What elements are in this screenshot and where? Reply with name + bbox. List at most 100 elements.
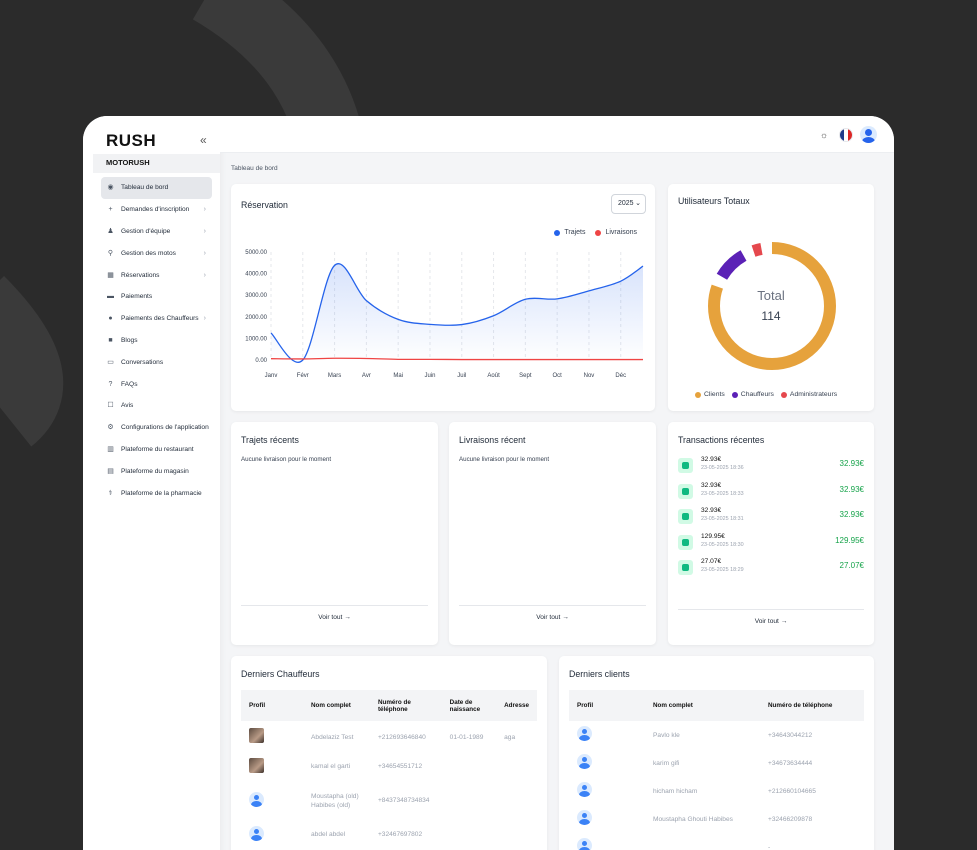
france-flag-icon[interactable] bbox=[839, 128, 853, 142]
wallet-icon bbox=[678, 509, 693, 524]
sun-icon[interactable]: ☼ bbox=[819, 130, 829, 140]
driver-dob bbox=[442, 821, 496, 848]
client-name: Moustapha Ghouti Habibes bbox=[653, 815, 733, 823]
recent-trips-see-all-link[interactable]: Voir tout → bbox=[318, 614, 351, 621]
sidebar-item-blog[interactable]: ■ Blogs bbox=[83, 330, 220, 352]
table-row[interactable]: Pavlo kle +34643044212 bbox=[569, 721, 864, 749]
card-icon: ▬ bbox=[107, 293, 114, 301]
driver-address bbox=[496, 821, 537, 848]
table-row[interactable]: karim gifi +34673634444 bbox=[569, 749, 864, 777]
chevron-right-icon: › bbox=[203, 315, 206, 323]
transaction-item[interactable]: 129.95€ 23-05-2025 18:30 129.95€ bbox=[678, 532, 864, 554]
dashboard-icon: ◉ bbox=[107, 184, 114, 192]
transaction-item[interactable]: 32.93€ 23-05-2025 18:31 32.93€ bbox=[678, 506, 864, 528]
legend-label-livraisons[interactable]: Livraisons bbox=[605, 229, 637, 236]
sidebar-item-calendar[interactable]: ▦ Réservations › bbox=[83, 264, 220, 286]
series-area-trajets bbox=[271, 263, 643, 363]
table-row[interactable]: - bbox=[569, 833, 864, 850]
sidebar-item-motorcycle[interactable]: ⚲ Gestion des motos › bbox=[83, 242, 220, 264]
sidebar-item-dashboard[interactable]: ◉ Tableau de bord bbox=[101, 177, 212, 199]
table-row[interactable]: hicham hicham +212660104665 bbox=[569, 777, 864, 805]
profile-cell bbox=[241, 780, 303, 821]
x-tick-label: Janv bbox=[265, 373, 278, 379]
sidebar-item-card[interactable]: ▬ Paiements bbox=[83, 286, 220, 308]
x-tick-label: Mai bbox=[393, 373, 403, 379]
sidebar-item-label: Plateforme du restaurant bbox=[121, 445, 194, 453]
transactions-card: Transactions récentes 32.93€ 23-05-2025 1… bbox=[668, 422, 874, 645]
profile-cell bbox=[569, 805, 645, 833]
table-row[interactable]: Moustapha Ghouti Habibes +32466209878 bbox=[569, 805, 864, 833]
sidebar-item-label: Gestion des motos bbox=[121, 249, 176, 257]
sidebar-item-faq[interactable]: ? FAQs bbox=[83, 373, 220, 395]
pharmacy-icon: ⚕ bbox=[108, 489, 113, 497]
brand-logo: RUSH bbox=[106, 131, 157, 150]
sidebar-item-coin[interactable]: ● Paiements des Chauffeurs › bbox=[83, 308, 220, 330]
drivers-title: Derniers Chauffeurs bbox=[241, 669, 320, 679]
client-phone: +32466209878 bbox=[768, 815, 813, 823]
table-row[interactable]: Moustapha (old) Habibes (old) +8437348734… bbox=[241, 780, 537, 821]
year-select[interactable]: 2025 ⌄ bbox=[611, 194, 646, 214]
legend-label-trajets[interactable]: Trajets bbox=[564, 229, 586, 236]
table-header-cell: Nom complet bbox=[303, 690, 370, 721]
recent-deliveries-card: Livraisons récent Aucune livraison pour … bbox=[449, 422, 656, 645]
chevron-right-icon: › bbox=[203, 227, 206, 235]
driver-address bbox=[496, 780, 537, 821]
table-row[interactable]: kamal el garti +34654551712 bbox=[241, 753, 537, 780]
table-header-cell: Profil bbox=[241, 690, 303, 721]
recent-deliveries-see-all-link[interactable]: Voir tout → bbox=[536, 614, 569, 621]
sidebar-item-label: Plateforme du magasin bbox=[121, 467, 189, 475]
client-name: karim gifi bbox=[653, 759, 680, 767]
sidebar-item-chat[interactable]: ▭ Conversations bbox=[83, 351, 220, 373]
client-name: hicham hicham bbox=[653, 787, 698, 795]
legend-label-clients[interactable]: Clients bbox=[704, 391, 725, 398]
sidebar-item-label: Demandes d'inscription bbox=[121, 206, 190, 214]
transaction-item[interactable]: 27.07€ 23-05-2025 18:29 27.07€ bbox=[678, 557, 864, 579]
sidebar-item-pharmacy[interactable]: ⚕ Plateforme de la pharmacie bbox=[83, 482, 220, 504]
sidebar-item-team[interactable]: ♟ Gestion d'équipe › bbox=[83, 221, 220, 243]
user-avatar-icon[interactable] bbox=[860, 126, 877, 143]
donut-center-label: Total bbox=[757, 288, 785, 303]
faq-icon: ? bbox=[108, 380, 113, 388]
clients-title: Derniers clients bbox=[569, 669, 630, 679]
transaction-value: 27.07€ bbox=[839, 561, 864, 570]
sidebar-item-user-add[interactable]: + Demandes d'inscription › bbox=[83, 199, 220, 221]
sidebar-item-settings[interactable]: ⚙ Configurations de l'application bbox=[83, 417, 220, 439]
users-donut-chart bbox=[708, 242, 836, 370]
sidebar-item-store[interactable]: ▤ Plateforme du magasin bbox=[83, 460, 220, 482]
recent-trips-empty: Aucune livraison pour le moment bbox=[241, 456, 332, 463]
reservation-title: Réservation bbox=[241, 200, 288, 210]
x-tick-label: Avr bbox=[362, 373, 371, 379]
transaction-item[interactable]: 32.93€ 23-05-2025 18:33 32.93€ bbox=[678, 481, 864, 503]
transaction-value: 32.93€ bbox=[839, 484, 864, 494]
table-header-cell: Numéro de téléphone bbox=[369, 690, 442, 721]
chat-icon: ▭ bbox=[107, 358, 114, 366]
recent-trips-title: Trajets récents bbox=[241, 435, 299, 445]
collapse-sidebar-icon[interactable]: « bbox=[200, 133, 207, 147]
transaction-item[interactable]: 32.93€ 23-05-2025 18:36 32.93€ bbox=[678, 455, 864, 477]
transactions-see-all-link[interactable]: Voir tout → bbox=[754, 618, 788, 625]
transaction-date: 23-05-2025 18:29 bbox=[701, 567, 744, 573]
drivers-card: Derniers Chauffeurs Profil Nom complet Num… bbox=[231, 656, 547, 850]
client-phone: +34673634444 bbox=[768, 759, 813, 767]
driver-address bbox=[496, 753, 537, 780]
motorcycle-icon: ⚲ bbox=[107, 249, 114, 257]
transaction-value: 129.95€ bbox=[835, 535, 864, 545]
legend-label-administrateurs[interactable]: Administrateurs bbox=[789, 391, 838, 398]
driver-photo bbox=[249, 757, 264, 773]
sidebar-item-restaurant[interactable]: ▥ Plateforme du restaurant bbox=[83, 439, 220, 461]
divider bbox=[678, 609, 864, 610]
recent-deliveries-title: Livraisons récent bbox=[459, 435, 526, 445]
avatar-placeholder-icon bbox=[577, 782, 592, 797]
series-line-trajets bbox=[270, 263, 644, 363]
donut-segment-clients[interactable] bbox=[708, 242, 836, 370]
legend-dot-administrateurs bbox=[780, 391, 787, 398]
table-row[interactable]: abdel abdel +32467697802 bbox=[241, 821, 537, 848]
table-row[interactable]: Abdelaziz Test +212693646840 01-01-1989 aga bbox=[241, 721, 537, 753]
breadcrumb[interactable]: Tableau de bord bbox=[231, 165, 278, 172]
calendar-icon: ▦ bbox=[107, 271, 114, 279]
transaction-date: 23-05-2025 18:31 bbox=[701, 516, 744, 522]
sidebar-item-review[interactable]: ☐ Avis bbox=[83, 395, 220, 417]
y-tick-label: 1000.00 bbox=[245, 336, 267, 342]
legend-dot-chauffeurs bbox=[731, 391, 738, 398]
legend-label-chauffeurs[interactable]: Chauffeurs bbox=[740, 391, 774, 398]
